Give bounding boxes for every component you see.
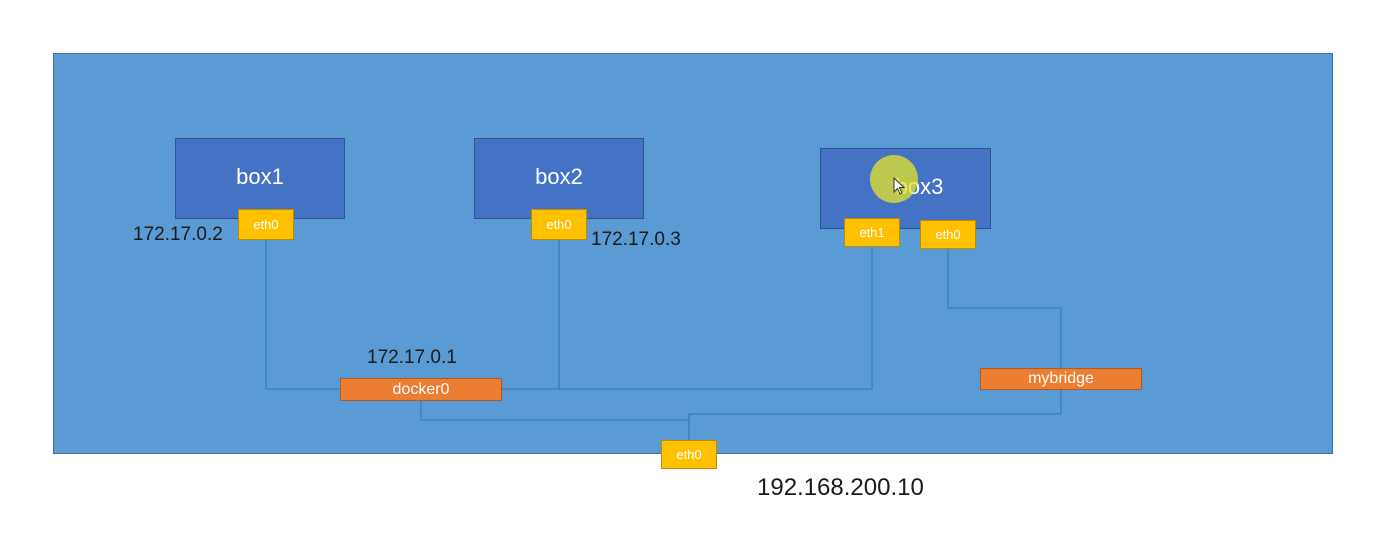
box1-ip-address: 172.17.0.2 [133, 224, 223, 245]
docker0-ip-address: 172.17.0.1 [367, 347, 457, 368]
mouse-pointer-icon [893, 177, 905, 195]
box1-eth0-label: eth0 [253, 217, 279, 232]
container-box2-label: box2 [535, 163, 583, 189]
box3-eth1-interface: eth1 [844, 218, 900, 247]
link-docker0-host-eth0 [420, 401, 690, 440]
link-box3-eth1-docker0 [502, 247, 873, 390]
box3-eth0-interface: eth0 [920, 220, 976, 249]
box2-eth0-label: eth0 [546, 217, 572, 232]
link-box1-docker0 [265, 240, 340, 390]
host-eth0-label: eth0 [676, 447, 702, 462]
link-box3-eth0-mybridge [947, 249, 1062, 368]
box2-eth0-interface: eth0 [531, 209, 587, 240]
host-ip-address: 192.168.200.10 [757, 474, 924, 501]
link-mybridge-host-eth0 [688, 390, 1062, 420]
box3-eth0-label: eth0 [935, 227, 961, 242]
docker0-bridge: docker0 [340, 378, 502, 401]
box3-eth1-label: eth1 [859, 225, 885, 240]
box1-eth0-interface: eth0 [238, 209, 294, 240]
docker0-label: docker0 [392, 380, 450, 398]
container-box2: box2 [474, 138, 644, 219]
host-eth0-interface: eth0 [661, 440, 717, 469]
box2-ip-address: 172.17.0.3 [591, 229, 681, 250]
container-box1: box1 [175, 138, 345, 219]
mybridge-bridge: mybridge [980, 368, 1142, 390]
container-box1-label: box1 [236, 163, 284, 189]
link-box2-docker0 [502, 240, 560, 390]
mybridge-label: mybridge [1028, 370, 1094, 387]
